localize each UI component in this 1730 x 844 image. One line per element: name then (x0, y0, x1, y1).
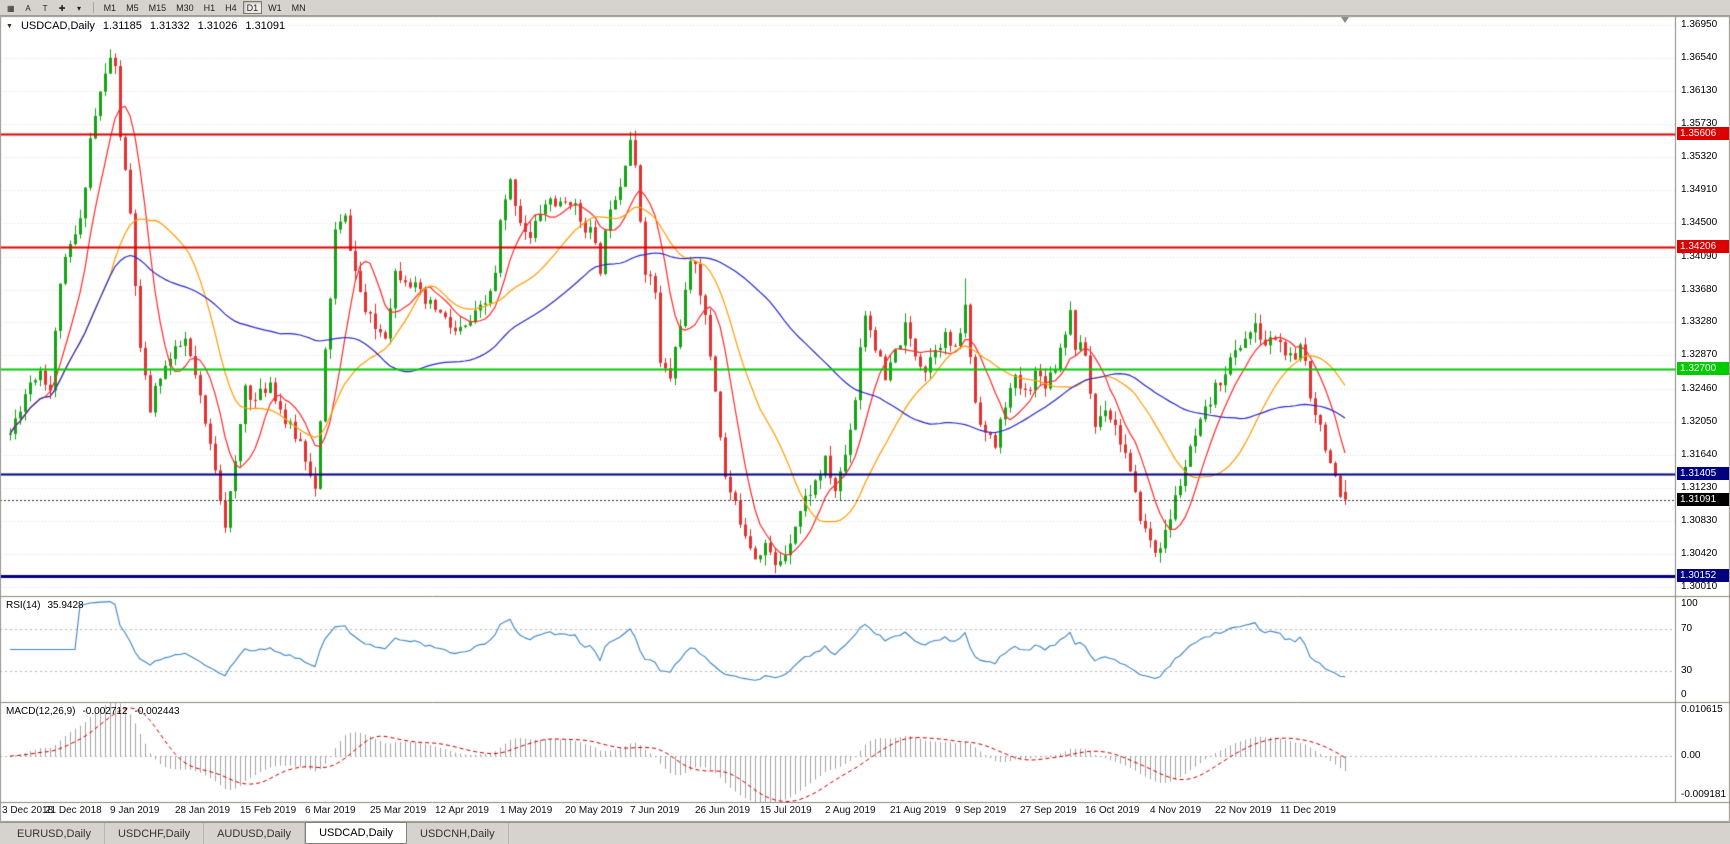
rsi-axis-label: 70 (1681, 622, 1693, 634)
timeframe-m30-button[interactable]: M30 (176, 3, 194, 13)
price-axis-label: 1.33680 (1681, 283, 1718, 295)
time-axis-label: 15 Jul 2019 (760, 805, 812, 816)
price-axis[interactable]: 1.36950 1.36540 1.36130 1.35730 1.35320 1.349… (1676, 16, 1730, 802)
timeframe-m5-button[interactable]: M5 (126, 3, 139, 13)
time-axis-label: 15 Feb 2019 (240, 805, 297, 816)
time-axis-label: 26 Jun 2019 (695, 805, 751, 816)
current-price-badge: 1.31091 (1677, 492, 1729, 506)
time-axis-label: 1 May 2019 (500, 805, 553, 816)
price-axis-label: 1.32460 (1681, 382, 1718, 394)
rsi-pane-splitter[interactable] (0, 595, 1676, 598)
text-tool-icon[interactable]: T (42, 4, 48, 13)
price-level-badge: 1.34206 (1677, 240, 1729, 254)
candlestick-chart-canvas[interactable] (0, 16, 1730, 822)
timeframe-m15-button[interactable]: M15 (148, 3, 167, 13)
toolbar: ▦ A T ✚ ▾ M1 M5 M15 M30 H1 H4 D1 W1 MN (0, 0, 1730, 16)
toolbar-separator (92, 2, 94, 13)
price-axis-label: 1.36950 (1681, 18, 1718, 30)
price-axis-label: 1.36540 (1681, 52, 1718, 64)
timeframe-d1-button[interactable]: D1 (242, 1, 263, 14)
price-level-badge: 1.31405 (1677, 467, 1729, 481)
time-axis-label: 25 Mar 2019 (370, 805, 427, 816)
price-axis-label: 1.35320 (1681, 150, 1718, 162)
time-axis-label: 16 Oct 2019 (1085, 805, 1140, 816)
price-axis-label: 1.34910 (1681, 184, 1718, 196)
macd-axis-label: -0.009181 (1681, 789, 1727, 800)
chart-tab-eurusd[interactable]: EURUSD,Daily (4, 823, 105, 844)
time-axis-label: 20 May 2019 (565, 805, 623, 816)
chart-shift-marker[interactable] (1341, 17, 1349, 23)
chart-tab-usdcad[interactable]: USDCAD,Daily (305, 822, 408, 844)
price-axis-label: 1.34500 (1681, 217, 1718, 229)
chart-tab-usdcnh[interactable]: USDCNH,Daily (407, 823, 509, 844)
time-axis-label: 12 Apr 2019 (435, 805, 489, 816)
time-axis-label: 3 Dec 2018 (2, 805, 54, 816)
price-axis-label: 1.31230 (1681, 482, 1718, 494)
price-level-badge: 1.30152 (1677, 568, 1729, 582)
time-axis-label: 4 Nov 2019 (1150, 805, 1202, 816)
cursor-tool-icon[interactable]: A (25, 4, 31, 13)
price-axis-label: 1.30830 (1681, 514, 1718, 526)
chart-tab-usdchf[interactable]: USDCHF,Daily (105, 823, 205, 844)
crosshair-tool-icon[interactable]: ✚ (58, 4, 66, 13)
chart-window: 1.36950 1.36540 1.36130 1.35730 1.35320 1.349… (0, 16, 1730, 822)
draw-tools-caret-icon[interactable]: ▾ (77, 4, 82, 13)
chart-tab-audusd[interactable]: AUDUSD,Daily (204, 823, 306, 844)
rsi-axis-label: 100 (1681, 598, 1698, 609)
time-axis-label: 21 Aug 2019 (890, 805, 947, 816)
timeframe-mn-button[interactable]: MN (291, 3, 306, 13)
time-axis-label: 6 Mar 2019 (305, 805, 356, 816)
macd-pane-splitter[interactable] (0, 701, 1676, 704)
price-axis-label: 1.35730 (1681, 117, 1718, 129)
price-axis-label: 1.31640 (1681, 449, 1718, 461)
time-axis[interactable]: 3 Dec 2018 21 Dec 2018 9 Jan 2019 28 Jan 20… (0, 802, 1676, 822)
price-axis-label: 1.36130 (1681, 85, 1718, 97)
time-axis-label: 9 Jan 2019 (110, 805, 160, 816)
price-axis-label: 1.34090 (1681, 250, 1718, 262)
price-level-badge: 1.32700 (1677, 362, 1729, 376)
timeframe-h1-button[interactable]: H1 (203, 3, 216, 13)
time-axis-label: 27 Sep 2019 (1020, 805, 1077, 816)
time-axis-label: 11 Dec 2019 (1280, 805, 1336, 816)
price-level-badge: 1.35606 (1677, 126, 1729, 140)
macd-axis-label: 0.00 (1681, 750, 1701, 762)
price-axis-label: 1.32870 (1681, 349, 1718, 361)
price-axis-label: 1.33280 (1681, 316, 1718, 328)
rsi-axis-label: 0 (1681, 689, 1687, 700)
time-axis-label: 22 Nov 2019 (1215, 805, 1272, 816)
time-axis-label: 28 Jan 2019 (175, 805, 231, 816)
timeframe-w1-button[interactable]: W1 (268, 3, 282, 13)
chart-tabs-bar: EURUSD,Daily USDCHF,Daily AUDUSD,Daily USDC… (0, 822, 1730, 844)
timeframe-m1-button[interactable]: M1 (103, 3, 117, 13)
rsi-axis-label: 30 (1681, 664, 1693, 676)
charts-grid-icon[interactable]: ▦ (7, 4, 15, 13)
price-axis-label: 1.30420 (1681, 547, 1718, 559)
price-axis-label: 1.32050 (1681, 415, 1718, 427)
time-axis-label: 21 Dec 2018 (45, 805, 102, 816)
macd-axis-label: 0.010615 (1681, 704, 1723, 715)
timeframe-h4-button[interactable]: H4 (225, 3, 237, 13)
time-axis-label: 7 Jun 2019 (630, 805, 680, 816)
time-axis-label: 9 Sep 2019 (955, 805, 1007, 816)
price-axis-label: 1.30010 (1681, 581, 1718, 593)
time-axis-label: 2 Aug 2019 (825, 805, 876, 816)
